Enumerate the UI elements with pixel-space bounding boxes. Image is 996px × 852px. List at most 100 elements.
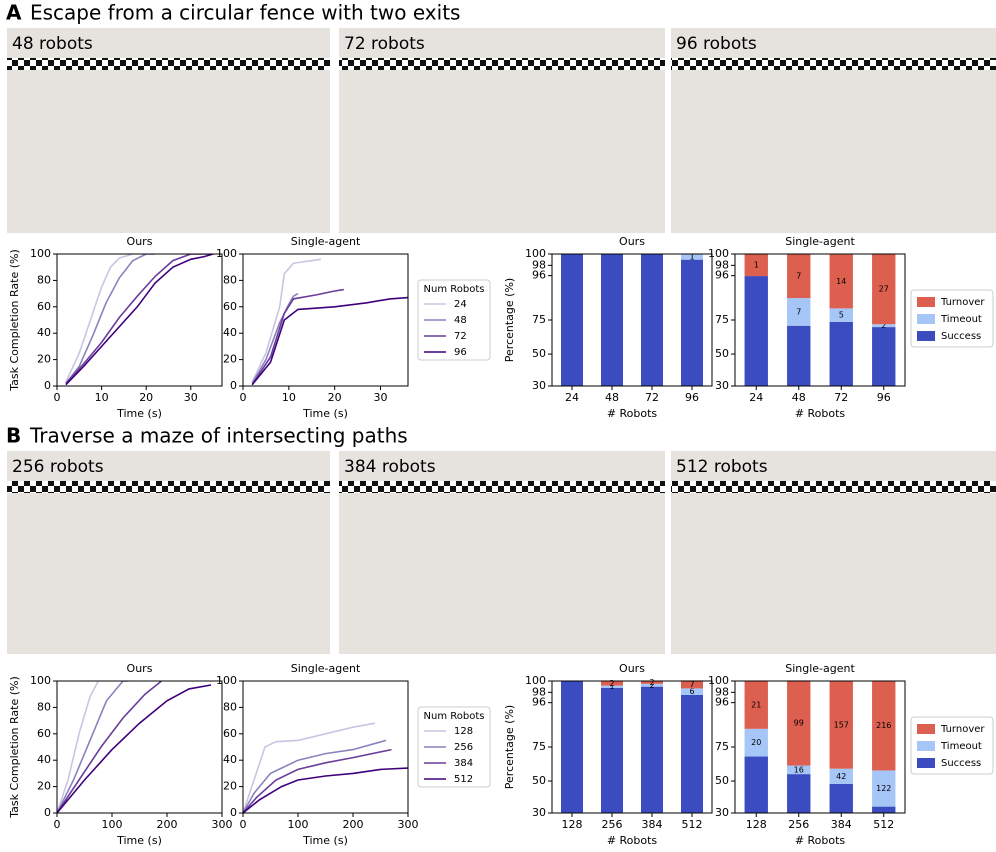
image-caption: 72 robots [344,34,425,54]
x-tick-label: 256 [788,818,809,831]
y-tick-label: 0 [44,806,51,819]
x-tick-label: 200 [157,818,178,831]
bar-segment [872,327,895,386]
bar-segment [561,681,583,813]
image-caption: 512 robots [676,457,768,477]
panel-label: B [6,424,21,448]
x-axis-label: Time (s) [302,407,348,420]
x-tick-label: 384 [642,818,663,831]
x-axis-label: Time (s) [116,834,162,847]
y-tick-label: 100 [708,247,729,260]
bar-segment [601,254,623,386]
y-tick-label: 80 [223,700,237,713]
x-tick-label: 0 [54,818,61,831]
line-series [57,681,129,813]
legend-swatch [917,741,935,751]
y-tick-label: 75 [532,740,546,753]
x-tick-label: 384 [831,818,852,831]
x-tick-label: 48 [605,391,619,404]
x-axis-label: Time (s) [302,834,348,847]
y-tick-label: 100 [525,247,546,260]
y-tick-label: 80 [223,273,237,286]
finish-line [7,481,330,493]
y-tick-label: 30 [532,806,546,819]
line-series [243,740,386,813]
y-tick-label: 98 [715,685,729,698]
bar-segment [601,688,623,813]
legend-swatch [917,758,935,768]
chart-title: Single-agent [291,662,361,675]
y-tick-label: 60 [37,300,51,313]
x-tick-label: 128 [562,818,583,831]
x-tick-label: 128 [746,818,767,831]
bar-count-label: 7 [796,307,801,316]
legend-label: 256 [454,742,473,753]
chart-title: Single-agent [291,235,361,248]
line-series [252,259,321,382]
bar-count-label: 2 [649,678,654,687]
x-tick-label: 48 [792,391,806,404]
x-tick-label: 96 [685,391,699,404]
y-tick-label: 75 [715,313,729,326]
x-tick-label: 10 [282,391,296,404]
y-axis-label: Task Completion Rate (%) [8,676,21,819]
bar-segment [681,695,703,813]
x-tick-label: 72 [645,391,659,404]
x-tick-label: 20 [328,391,342,404]
bar-count-label: 2 [609,679,614,688]
legend-label: 48 [454,315,467,326]
bar-count-label: 5 [839,311,844,320]
x-axis-label: # Robots [795,834,846,847]
x-axis-label: # Robots [607,407,658,420]
y-tick-label: 30 [532,379,546,392]
line-series [66,254,155,383]
y-axis-label: Task Completion Rate (%) [8,249,21,392]
legend-label: 128 [454,726,473,737]
x-tick-label: 96 [877,391,891,404]
legend-swatch [917,331,935,341]
y-tick-label: 100 [525,674,546,687]
panel-title: Escape from a circular fence with two ex… [30,1,460,25]
legend-label: 384 [454,758,473,769]
bar-count-label: 1 [754,261,759,270]
x-tick-label: 300 [398,818,419,831]
bar-segment [681,260,703,386]
y-tick-label: 50 [532,347,546,360]
y-tick-label: 40 [223,326,237,339]
y-tick-label: 0 [230,379,237,392]
legend-label: Turnover [940,724,985,735]
x-tick-label: 72 [834,391,848,404]
bar-count-label: 16 [794,765,804,774]
x-tick-label: 512 [682,818,703,831]
legend-label: 24 [454,299,467,310]
y-tick-label: 80 [37,700,51,713]
finish-line [339,481,665,493]
y-tick-label: 20 [37,780,51,793]
bar-count-label: 42 [836,772,846,781]
x-axis-label: # Robots [795,407,846,420]
line-series [243,750,392,813]
y-tick-label: 98 [532,258,546,271]
line-series [57,685,211,813]
legend-label: Success [941,758,981,769]
y-tick-label: 75 [715,740,729,753]
bar-segment [787,774,810,813]
bar-segment [561,254,583,386]
y-tick-label: 80 [37,273,51,286]
y-tick-label: 98 [715,258,729,271]
y-tick-label: 0 [230,806,237,819]
chart-title: Ours [619,235,645,248]
x-tick-label: 256 [602,818,623,831]
bar-count-label: 14 [836,277,846,286]
y-tick-label: 100 [30,674,51,687]
x-tick-label: 20 [139,391,153,404]
legend-swatch [917,724,935,734]
y-tick-label: 100 [216,247,237,260]
y-tick-label: 40 [37,753,51,766]
bar-segment [872,807,895,813]
bar-count-label: 27 [879,285,889,294]
line-series [66,254,209,383]
legend-label: Success [941,331,981,342]
bar-segment [745,757,768,813]
bar-segment [830,784,853,813]
